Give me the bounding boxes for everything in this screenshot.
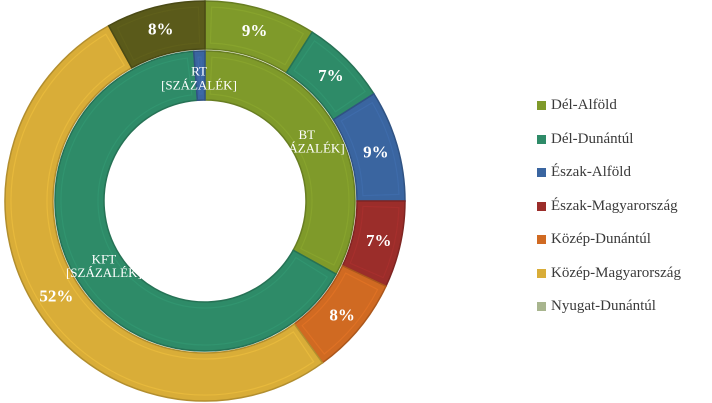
outer-label-3: 7% <box>366 231 392 250</box>
outer-label-2: 9% <box>363 142 389 161</box>
outer-ring <box>4 0 406 402</box>
legend: Dél-Alföld Dél-Dunántúl Észak-Alföld Észak-… <box>537 89 712 324</box>
inner-ring <box>54 50 356 352</box>
legend-swatch <box>537 268 546 278</box>
legend-item: Nyugat-Dunántúl <box>537 290 712 324</box>
slice-k-z-p-magyarorsz-g <box>4 24 324 402</box>
slice-nyugat-dun-nt-l <box>107 0 206 69</box>
outer-label-1: 7% <box>318 66 344 85</box>
slice-bevel <box>293 40 366 113</box>
slice-bevel <box>340 101 400 197</box>
outer-label-0: 9% <box>242 21 268 40</box>
legend-item: Dél-Alföld <box>537 89 712 123</box>
legend-item: Közép-Dunántúl <box>537 223 712 257</box>
legend-label: Közép-Dunántúl <box>551 231 651 248</box>
slice-bevel <box>60 57 329 346</box>
slice-d-l-alf-ld <box>204 50 356 276</box>
legend-label: Dél-Dunántúl <box>551 130 634 147</box>
legend-swatch <box>537 168 546 178</box>
legend-item: Dél-Dunántúl <box>537 123 712 157</box>
inner-label-0: BT [SZÁZALÉK] <box>269 127 345 156</box>
legend-item: Közép-Magyarország <box>537 257 712 291</box>
legend-label: Nyugat-Dunántúl <box>551 298 656 315</box>
legend-swatch <box>537 134 546 144</box>
slice-bevel <box>301 272 379 355</box>
slice-d-l-dun-nt-l <box>54 50 338 352</box>
legend-label: Észak-Magyarország <box>551 197 678 214</box>
outer-label-6: 8% <box>148 20 174 39</box>
legend-label: Dél-Alföld <box>551 97 617 114</box>
legend-swatch <box>537 201 546 211</box>
legend-swatch <box>537 101 546 111</box>
slice-bevel <box>197 56 203 95</box>
legend-item: Észak-Alföld <box>537 156 712 190</box>
legend-swatch <box>537 302 546 312</box>
inner-label-2: RT [SZÁZALÉK] <box>161 64 237 93</box>
slice-bevel <box>10 33 315 396</box>
legend-label: Közép-Magyarország <box>551 264 681 281</box>
outer-label-5: 52% <box>39 286 73 305</box>
slice-bevel <box>349 205 400 279</box>
legend-swatch <box>537 235 546 245</box>
outer-label-4: 8% <box>329 305 355 324</box>
legend-label: Észak-Alföld <box>551 164 631 181</box>
legend-item: Észak-Magyarország <box>537 190 712 224</box>
slice-bevel <box>209 6 305 66</box>
inner-label-1: KFT [SZÁZALÉK] <box>66 251 142 280</box>
slice-bevel <box>209 56 350 266</box>
slice-bevel <box>116 6 201 61</box>
data-labels: 9% 7% 9% 7% 8% 52% 8% BT [SZÁZALÉK] KFT [SZÁZALÉK]… <box>39 20 391 325</box>
